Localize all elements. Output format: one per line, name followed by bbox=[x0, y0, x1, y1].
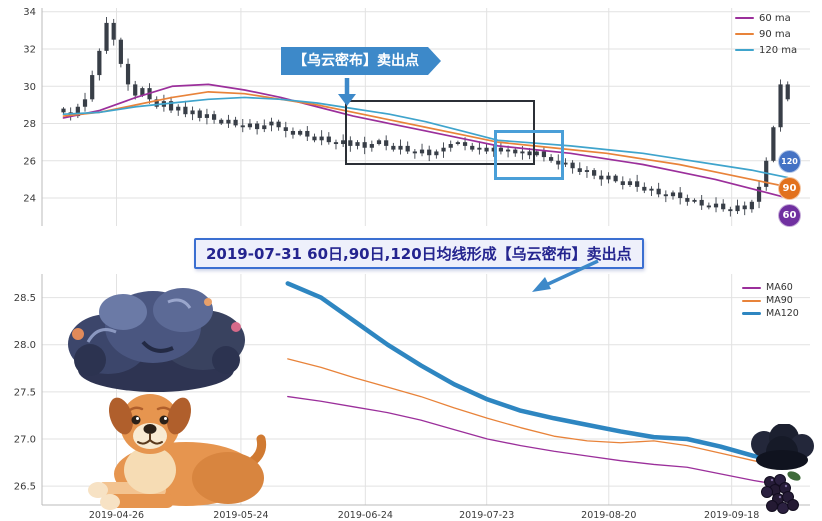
svg-text:34: 34 bbox=[23, 7, 36, 18]
badge-90: 90 bbox=[778, 177, 801, 200]
svg-text:28: 28 bbox=[23, 119, 36, 130]
dark-cloud-berries-illustration bbox=[751, 424, 814, 514]
legend-label-ma60: MA60 bbox=[766, 282, 793, 293]
annotation-down-arrow-icon bbox=[338, 78, 356, 106]
svg-text:27.0: 27.0 bbox=[14, 435, 36, 446]
svg-text:2019-06-24: 2019-06-24 bbox=[338, 510, 393, 521]
legend-label-90ma: 90 ma bbox=[759, 28, 791, 40]
legend-item-ma90: MA90 bbox=[742, 294, 799, 307]
legend-item-120ma: 120 ma bbox=[735, 42, 797, 58]
ma90-line-swatch bbox=[742, 299, 761, 302]
legend-label-ma120: MA120 bbox=[766, 308, 799, 319]
sell-point-annotation: 【乌云密布】卖出点 bbox=[281, 47, 441, 75]
badge-60: 60 bbox=[778, 204, 801, 227]
dog-illustration bbox=[88, 394, 267, 510]
ma120-line-swatch bbox=[735, 49, 754, 51]
top-chart-legend: 60 ma 90 ma 120 ma bbox=[735, 10, 797, 58]
badge-120: 120 bbox=[778, 150, 801, 173]
svg-text:2019-09-18: 2019-09-18 bbox=[704, 510, 759, 521]
bottom-chart-legend: MA60 MA90 MA120 bbox=[742, 281, 799, 320]
ma90-line-swatch bbox=[735, 33, 754, 35]
svg-text:28.0: 28.0 bbox=[14, 340, 36, 351]
storm-cloud-illustration bbox=[68, 288, 245, 392]
svg-text:2019-04-26: 2019-04-26 bbox=[89, 510, 144, 521]
top-candlestick-chart: 24 26 28 30 32 34 bbox=[23, 7, 810, 226]
svg-text:26.5: 26.5 bbox=[14, 482, 36, 493]
ma60-line-swatch bbox=[742, 286, 761, 289]
svg-text:27.5: 27.5 bbox=[14, 387, 36, 398]
svg-text:2019-08-20: 2019-08-20 bbox=[581, 510, 636, 521]
legend-item-90ma: 90 ma bbox=[735, 26, 797, 42]
legend-item-ma60: MA60 bbox=[742, 281, 799, 294]
svg-text:2019-07-23: 2019-07-23 bbox=[459, 510, 514, 521]
ma60-line-swatch bbox=[735, 17, 754, 19]
svg-text:28.5: 28.5 bbox=[14, 293, 36, 304]
svg-text:30: 30 bbox=[23, 82, 36, 93]
banner-arrow-icon bbox=[532, 259, 599, 292]
ma120-line-swatch bbox=[742, 311, 761, 316]
legend-label-120ma: 120 ma bbox=[759, 44, 798, 56]
svg-text:32: 32 bbox=[23, 44, 36, 55]
svg-text:2019-05-24: 2019-05-24 bbox=[213, 510, 268, 521]
legend-label-60ma: 60 ma bbox=[759, 12, 791, 24]
legend-item-ma120: MA120 bbox=[742, 307, 799, 320]
legend-label-ma90: MA90 bbox=[766, 295, 793, 306]
svg-text:24: 24 bbox=[23, 194, 36, 205]
svg-text:26: 26 bbox=[23, 156, 36, 167]
event-banner: 2019-07-31 60日,90日,120日均线形成【乌云密布】卖出点 bbox=[194, 238, 644, 269]
highlight-box-blue bbox=[494, 130, 564, 180]
legend-item-60ma: 60 ma bbox=[735, 10, 797, 26]
